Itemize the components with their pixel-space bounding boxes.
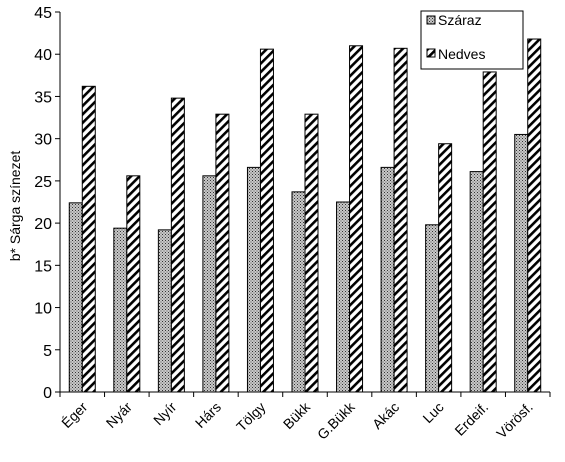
bar-nedves-5 bbox=[304, 113, 319, 393]
x-tick-label: Akác bbox=[369, 399, 402, 432]
bar-sz-raz-6 bbox=[336, 201, 351, 393]
bar-nedves-9 bbox=[482, 71, 497, 393]
bar-nedves-1 bbox=[126, 175, 141, 393]
x-tick-label: Éger bbox=[58, 399, 90, 431]
bar-nedves-6 bbox=[349, 45, 364, 393]
y-axis: 0 5 10 15 20 25 30 35 40 45 bbox=[34, 5, 61, 402]
y-tick-label: 40 bbox=[34, 47, 52, 64]
bar-nedves-10 bbox=[527, 38, 542, 393]
bar-sz-raz-10 bbox=[514, 133, 529, 393]
x-tick-label: Erdeif. bbox=[451, 399, 491, 439]
x-axis: Éger Nyár Nyír Hárs Tölgy Bükk G.Bükk Akác Luc Er… bbox=[58, 391, 551, 443]
y-tick-label: 0 bbox=[43, 385, 52, 402]
bar-sz-raz-3 bbox=[202, 175, 217, 393]
y-tick-label: 45 bbox=[34, 5, 52, 22]
y-tick-label: 15 bbox=[34, 258, 52, 275]
bar-sz-raz-7 bbox=[380, 166, 395, 393]
bar-nedves-4 bbox=[259, 48, 274, 393]
y-axis-label: b* Sárga színezet bbox=[7, 151, 23, 262]
bar-nedves-2 bbox=[170, 97, 185, 393]
bar-sz-raz-9 bbox=[469, 171, 484, 393]
x-tick-label: Hárs bbox=[192, 399, 224, 431]
y-tick-label: 10 bbox=[34, 301, 52, 318]
legend-label-nedves: Nedves bbox=[438, 46, 485, 62]
bar-sz-raz-1 bbox=[113, 227, 128, 393]
x-tick-label: Bükk bbox=[280, 398, 314, 432]
legend-label-szaraz: Száraz bbox=[438, 12, 482, 28]
bar-sz-raz-5 bbox=[291, 191, 306, 393]
x-tick-label: Nyír bbox=[150, 399, 180, 429]
y-tick-label: 20 bbox=[34, 216, 52, 233]
legend-swatch-nedves bbox=[426, 48, 436, 58]
bars bbox=[68, 38, 542, 393]
bar-nedves-0 bbox=[81, 85, 96, 393]
x-tick-label: Vörösf. bbox=[493, 399, 536, 442]
bar-nedves-7 bbox=[393, 47, 408, 393]
bar-sz-raz-2 bbox=[157, 229, 172, 393]
bar-nedves-8 bbox=[438, 143, 453, 393]
bar-sz-raz-0 bbox=[68, 202, 83, 393]
y-tick-label: 30 bbox=[34, 132, 52, 149]
legend: Száraz Nedves bbox=[420, 10, 524, 70]
bar-sz-raz-4 bbox=[246, 166, 261, 393]
x-tick-label: Nyár bbox=[103, 399, 135, 431]
x-tick-label: G.Bükk bbox=[314, 398, 358, 442]
x-tick-label: Tölgy bbox=[233, 399, 269, 435]
y-tick-label: 25 bbox=[34, 174, 52, 191]
x-tick-label: Luc bbox=[419, 399, 446, 426]
bar-sz-raz-8 bbox=[425, 224, 440, 393]
bar-nedves-3 bbox=[215, 113, 230, 393]
y-tick-label: 5 bbox=[43, 343, 52, 360]
y-tick-label: 35 bbox=[34, 89, 52, 106]
legend-swatch-szaraz bbox=[426, 15, 436, 25]
legend-box bbox=[420, 10, 524, 70]
